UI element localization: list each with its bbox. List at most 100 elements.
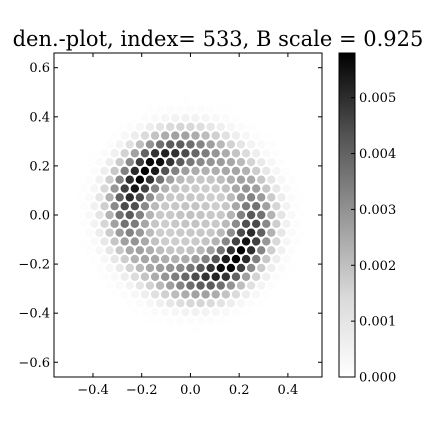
density-point	[241, 201, 251, 211]
density-point	[287, 140, 296, 149]
density-point	[90, 237, 99, 246]
density-point	[231, 307, 241, 317]
density-point	[125, 228, 134, 237]
density-point	[241, 237, 251, 246]
density-point	[160, 272, 170, 281]
density-point	[150, 166, 160, 176]
density-point	[262, 201, 271, 211]
density-point	[115, 281, 124, 290]
density-point	[181, 237, 190, 246]
density-point	[221, 307, 231, 317]
density-point	[100, 272, 109, 281]
density-point	[236, 263, 246, 273]
density-point	[236, 299, 246, 308]
density-point	[176, 334, 185, 343]
density-point	[257, 228, 266, 237]
density-point	[236, 157, 246, 167]
density-point	[307, 228, 316, 237]
density-point	[231, 325, 241, 334]
density-point	[171, 219, 180, 229]
density-point	[105, 140, 114, 149]
density-point	[95, 246, 104, 255]
density-point	[130, 290, 140, 299]
density-point	[80, 149, 89, 158]
density-point	[64, 175, 74, 184]
density-point	[262, 272, 271, 281]
density-point	[166, 122, 175, 131]
density-point	[221, 219, 231, 229]
density-point	[110, 307, 119, 317]
density-point	[201, 307, 210, 317]
density-point	[196, 210, 205, 220]
density-point	[262, 149, 271, 158]
density-point	[277, 175, 286, 184]
density-point	[287, 193, 296, 202]
density-point	[135, 246, 145, 255]
density-point	[186, 175, 195, 184]
density-point	[135, 210, 145, 220]
density-point	[85, 281, 94, 290]
density-point	[246, 316, 256, 326]
density-point	[130, 272, 140, 281]
density-point	[176, 210, 185, 220]
density-point	[95, 193, 104, 202]
density-point	[140, 254, 150, 264]
density-point	[160, 184, 170, 193]
density-point	[181, 290, 190, 299]
density-point	[171, 290, 180, 299]
density-point	[191, 131, 200, 140]
density-point	[171, 113, 180, 123]
density-point	[272, 184, 281, 193]
density-point	[90, 201, 99, 211]
density-point	[115, 122, 124, 131]
density-point	[267, 228, 276, 237]
density-point	[196, 140, 205, 149]
density-point	[125, 104, 134, 114]
density-point	[75, 175, 84, 184]
density-point	[231, 184, 241, 193]
density-point	[155, 122, 165, 131]
density-point	[166, 104, 175, 114]
density-point	[100, 237, 109, 246]
density-point	[130, 184, 140, 193]
density-point	[155, 228, 165, 237]
density-point	[150, 131, 160, 140]
density-point	[135, 263, 145, 273]
density-point	[130, 254, 140, 264]
density-point	[277, 246, 286, 255]
density-point	[211, 254, 220, 264]
density-point	[181, 166, 190, 176]
density-point	[211, 149, 220, 158]
density-point	[191, 149, 200, 158]
density-point	[135, 140, 145, 149]
density-point	[241, 149, 251, 158]
density-point	[282, 254, 291, 264]
density-point	[267, 281, 276, 290]
density-point	[307, 210, 316, 220]
density-point	[226, 210, 236, 220]
density-point	[150, 149, 160, 158]
density-point	[105, 193, 114, 202]
density-point	[105, 263, 114, 273]
density-point	[211, 96, 220, 105]
density-point	[216, 281, 225, 290]
density-point	[246, 228, 256, 237]
density-point	[262, 290, 271, 299]
density-point	[191, 272, 200, 281]
density-point	[196, 299, 205, 308]
density-points	[59, 87, 322, 343]
density-point	[64, 228, 74, 237]
density-point	[191, 254, 200, 264]
x-tick-label: 0.0	[180, 383, 201, 398]
density-point	[69, 201, 79, 211]
density-point	[75, 246, 84, 255]
density-point	[246, 122, 256, 131]
density-point	[221, 149, 231, 158]
density-point	[277, 140, 286, 149]
density-point	[80, 201, 89, 211]
density-point	[282, 290, 291, 299]
density-point	[80, 184, 89, 193]
density-point	[226, 263, 236, 273]
density-point	[267, 193, 276, 202]
density-point	[95, 210, 104, 220]
